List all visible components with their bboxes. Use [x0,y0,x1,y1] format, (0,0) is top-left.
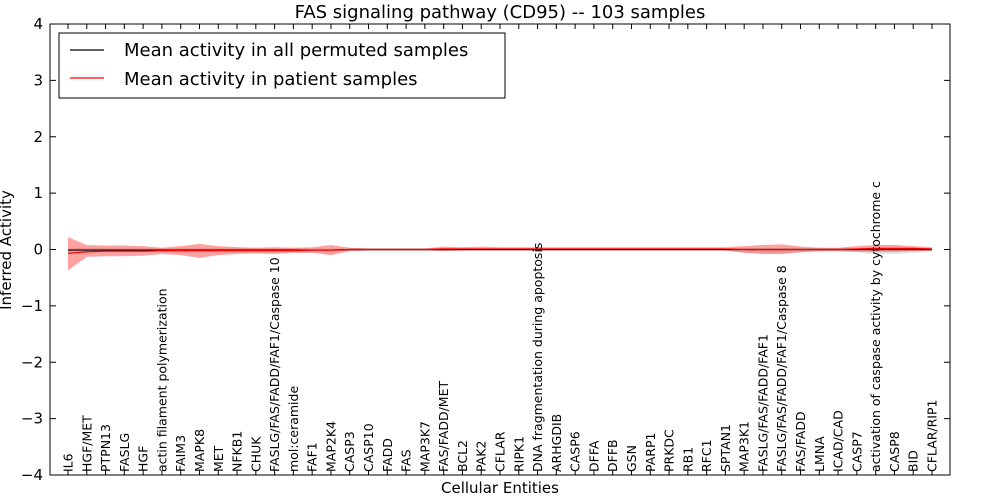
x-tick-label: LMNA [812,436,827,472]
x-tick-label: SPTAN1 [718,424,733,472]
y-tick-label: −1 [21,297,43,315]
x-tick-label: mol:ceramide [286,386,301,472]
y-tick-label: −3 [21,410,43,428]
x-tick-label: MET [211,445,226,472]
x-tick-label: CASP8 [887,431,902,472]
y-tick-label: 1 [33,184,43,202]
x-tick-label: MAP2K4 [323,421,338,472]
x-tick-label: RFC1 [699,439,714,472]
x-tick-label: DFFB [605,439,620,472]
legend-label-patient: Mean activity in patient samples [124,69,418,90]
chart-title: FAS signaling pathway (CD95) -- 103 samp… [295,2,706,23]
legend-label-permuted: Mean activity in all permuted samples [124,40,468,61]
x-tick-label: actin filament polymerization [154,288,169,472]
x-tick-label: CASP3 [342,431,357,472]
x-tick-label: BCL2 [455,440,470,472]
x-tick-label: FASLG/FAS/FADD/FAF1 [755,334,770,472]
x-tick-label: FAS [399,449,414,472]
x-tick-label: MAP3K7 [417,421,432,472]
x-tick-label: MAPK8 [192,429,207,472]
x-tick-label: CFLAR/RIP1 [925,400,940,472]
x-tick-label: FAF1 [305,442,320,472]
legend-box [58,32,506,99]
x-tick-label: FAS/FADD [793,411,808,472]
x-tick-label: FAS/FADD/MET [436,381,451,472]
x-tick-label: RIPK1 [511,436,526,472]
x-tick-label: FASLG/FAS/FADD/FAF1/Caspase 8 [774,265,789,472]
x-axis-label: Cellular Entities [441,479,559,497]
plot-bands [68,237,932,271]
x-tick-label: CFLAR [493,431,508,472]
x-tick-label: DNA fragmentation during apoptosis [530,243,545,472]
y-tick-label: −4 [21,466,43,484]
x-tick-label: FADD [380,438,395,472]
y-tick-label: 0 [33,241,43,259]
x-tick-label: PTPN13 [98,424,113,472]
y-tick-label: 3 [33,71,43,89]
y-tick-label: −2 [21,353,43,371]
x-tick-label: activation of caspase activity by cytoch… [868,181,883,472]
y-tick-label: 2 [33,128,43,146]
x-tick-label: ICAD/CAD [831,410,846,472]
x-tick-label: IL6 [61,453,76,472]
band-patient [68,237,932,271]
series-line-patient [67,247,933,255]
x-tick-label: DFFA [586,440,601,472]
y-axis-label: Inferred Activity [0,190,15,310]
x-tick-label: FASLG [117,433,132,472]
x-tick-label: BID [906,450,921,472]
x-tick-label: PAK2 [474,441,489,472]
x-tick-label: HGF [136,446,151,472]
x-axis: IL6 HGF/MET PTPN13 FASLG HGF actin filament p… [61,24,940,475]
x-tick-label: PRKDC [662,429,677,472]
y-tick-label: 4 [33,15,43,33]
x-tick-label: PARP1 [643,433,658,472]
x-tick-label: FASLG/FAS/FADD/FAF1/Caspase 10 [267,257,282,472]
x-tick-label: FAIM3 [173,435,188,472]
y-axis: 4 3 2 1 0 −1 −2 −3 −4 [21,15,950,484]
x-tick-label: MAP3K1 [737,421,752,472]
x-tick-label: HGF/MET [79,415,94,472]
x-tick-label: CASP10 [361,423,376,472]
x-tick-label: CASP7 [849,431,864,472]
x-tick-label: RB1 [680,447,695,472]
x-tick-label: GSN [624,445,639,472]
x-tick-label: NFKB1 [230,431,245,472]
legend: Mean activity in all permuted samples Me… [58,32,506,99]
x-tick-label: CHUK [248,436,263,472]
plot-lines [67,247,933,255]
x-tick-label: ARHGDIB [549,414,564,472]
x-tick-label: CASP6 [568,431,583,472]
